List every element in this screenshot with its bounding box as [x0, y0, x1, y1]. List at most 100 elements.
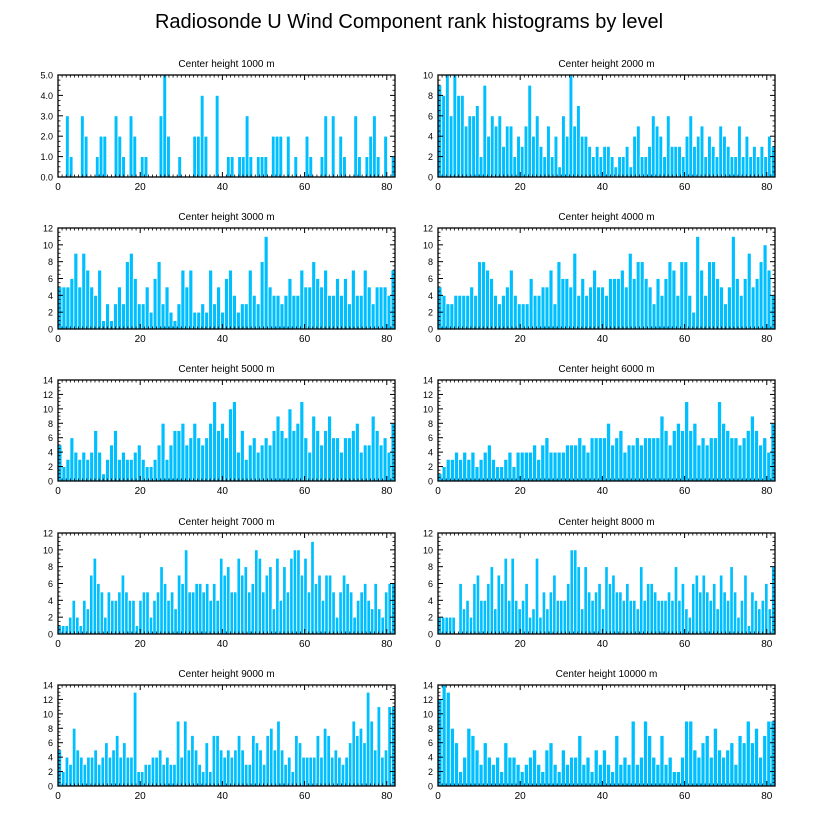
histogram-bar	[216, 286, 221, 330]
histogram-bar	[462, 451, 468, 482]
histogram-bar	[83, 135, 89, 178]
histogram-bar	[630, 720, 636, 787]
histogram-bar	[369, 720, 374, 787]
histogram-bar	[201, 591, 206, 635]
histogram-bar	[160, 303, 166, 330]
histogram-bar	[584, 294, 590, 330]
histogram-bar	[639, 566, 644, 635]
histogram-bar	[745, 720, 751, 787]
histogram-bar	[297, 742, 303, 787]
histogram-bar	[606, 422, 612, 482]
histogram-bar	[489, 278, 494, 330]
histogram-bar	[486, 756, 492, 787]
histogram-bar	[319, 156, 325, 178]
histogram-bar	[307, 286, 313, 330]
panel-title: Center height 9000 m	[178, 669, 274, 680]
histogram-bar	[655, 278, 661, 330]
histogram-bar	[269, 727, 274, 787]
histogram-bar	[176, 430, 182, 482]
x-tick-label: 40	[597, 486, 609, 497]
histogram-bar	[274, 135, 280, 178]
histogram-bar	[717, 401, 722, 482]
histogram-bar	[597, 763, 603, 787]
histogram-bar	[548, 742, 554, 787]
histogram-bar	[358, 294, 364, 330]
histogram-bar	[515, 451, 521, 482]
histogram-bar	[625, 583, 630, 635]
histogram-bar	[323, 430, 328, 482]
histogram-bar	[212, 303, 217, 330]
x-tick-label: 80	[381, 334, 393, 345]
histogram-bar	[608, 278, 613, 330]
histogram-bar	[229, 756, 235, 787]
histogram-bar	[491, 763, 496, 787]
histogram-bar	[454, 742, 459, 787]
histogram-bar	[208, 422, 214, 482]
x-tick-label: 80	[761, 182, 773, 193]
histogram-bar	[572, 252, 578, 330]
histogram-bar	[208, 269, 214, 330]
histogram-bar	[536, 458, 542, 482]
histogram-bar	[725, 599, 731, 635]
histogram-bar	[364, 156, 370, 178]
histogram-bar	[354, 294, 360, 330]
histogram-bar	[491, 458, 496, 482]
x-tick-label: 40	[597, 791, 609, 802]
histogram-bar	[140, 303, 146, 330]
histogram-bar	[604, 566, 609, 635]
histogram-bar	[583, 566, 588, 635]
histogram-bar	[501, 294, 506, 330]
x-tick-label: 80	[761, 486, 773, 497]
y-tick-label: 12	[43, 529, 53, 539]
x-tick-label: 80	[381, 639, 393, 650]
histogram-bar	[597, 437, 603, 482]
histogram-bar	[68, 616, 73, 635]
histogram-bar	[387, 583, 392, 635]
histogram-bar	[486, 444, 492, 482]
histogram-bar	[532, 444, 538, 482]
histogram-bar	[180, 269, 186, 330]
histogram-bar	[610, 771, 616, 787]
x-tick-label: 0	[435, 639, 441, 650]
histogram-bar	[741, 742, 747, 787]
histogram-bar	[323, 269, 328, 330]
histogram-bar	[311, 261, 317, 330]
x-tick-label: 40	[217, 182, 229, 193]
y-tick-label: 0	[48, 630, 53, 640]
histogram-bar	[708, 756, 714, 787]
histogram-bar	[347, 742, 353, 787]
histogram-bar	[377, 608, 382, 635]
x-tick-label: 20	[515, 334, 527, 345]
histogram-bar	[514, 599, 519, 635]
histogram-bar	[370, 415, 376, 482]
histogram-bar	[331, 437, 336, 482]
y-tick-label: 14	[43, 376, 53, 386]
histogram-bar	[621, 599, 627, 635]
histogram-bar	[610, 444, 616, 482]
histogram-bar	[267, 444, 273, 482]
histogram-bar	[493, 608, 498, 635]
histogram-bar	[128, 458, 134, 482]
histogram-bar	[93, 430, 99, 482]
histogram-bar	[528, 278, 534, 330]
x-tick-label: 60	[299, 182, 311, 193]
histogram-bar	[504, 125, 510, 178]
histogram-bar	[538, 616, 543, 635]
histogram-bar	[593, 591, 599, 635]
histogram-bar	[150, 756, 156, 787]
histogram-bar	[741, 437, 747, 482]
histogram-bar	[331, 591, 336, 635]
x-tick-label: 40	[217, 486, 229, 497]
histogram-bar	[642, 599, 647, 635]
histogram-bar	[162, 74, 167, 178]
histogram-bar	[184, 444, 190, 482]
histogram-bar	[528, 756, 533, 787]
histogram-bar	[675, 294, 681, 330]
histogram-bar	[581, 763, 587, 787]
histogram-bar	[124, 591, 129, 635]
x-tick-label: 60	[679, 334, 691, 345]
y-tick-label: 8	[48, 419, 53, 429]
histogram-bar	[317, 574, 322, 635]
histogram-bar	[125, 261, 130, 330]
histogram-bar	[293, 156, 299, 178]
